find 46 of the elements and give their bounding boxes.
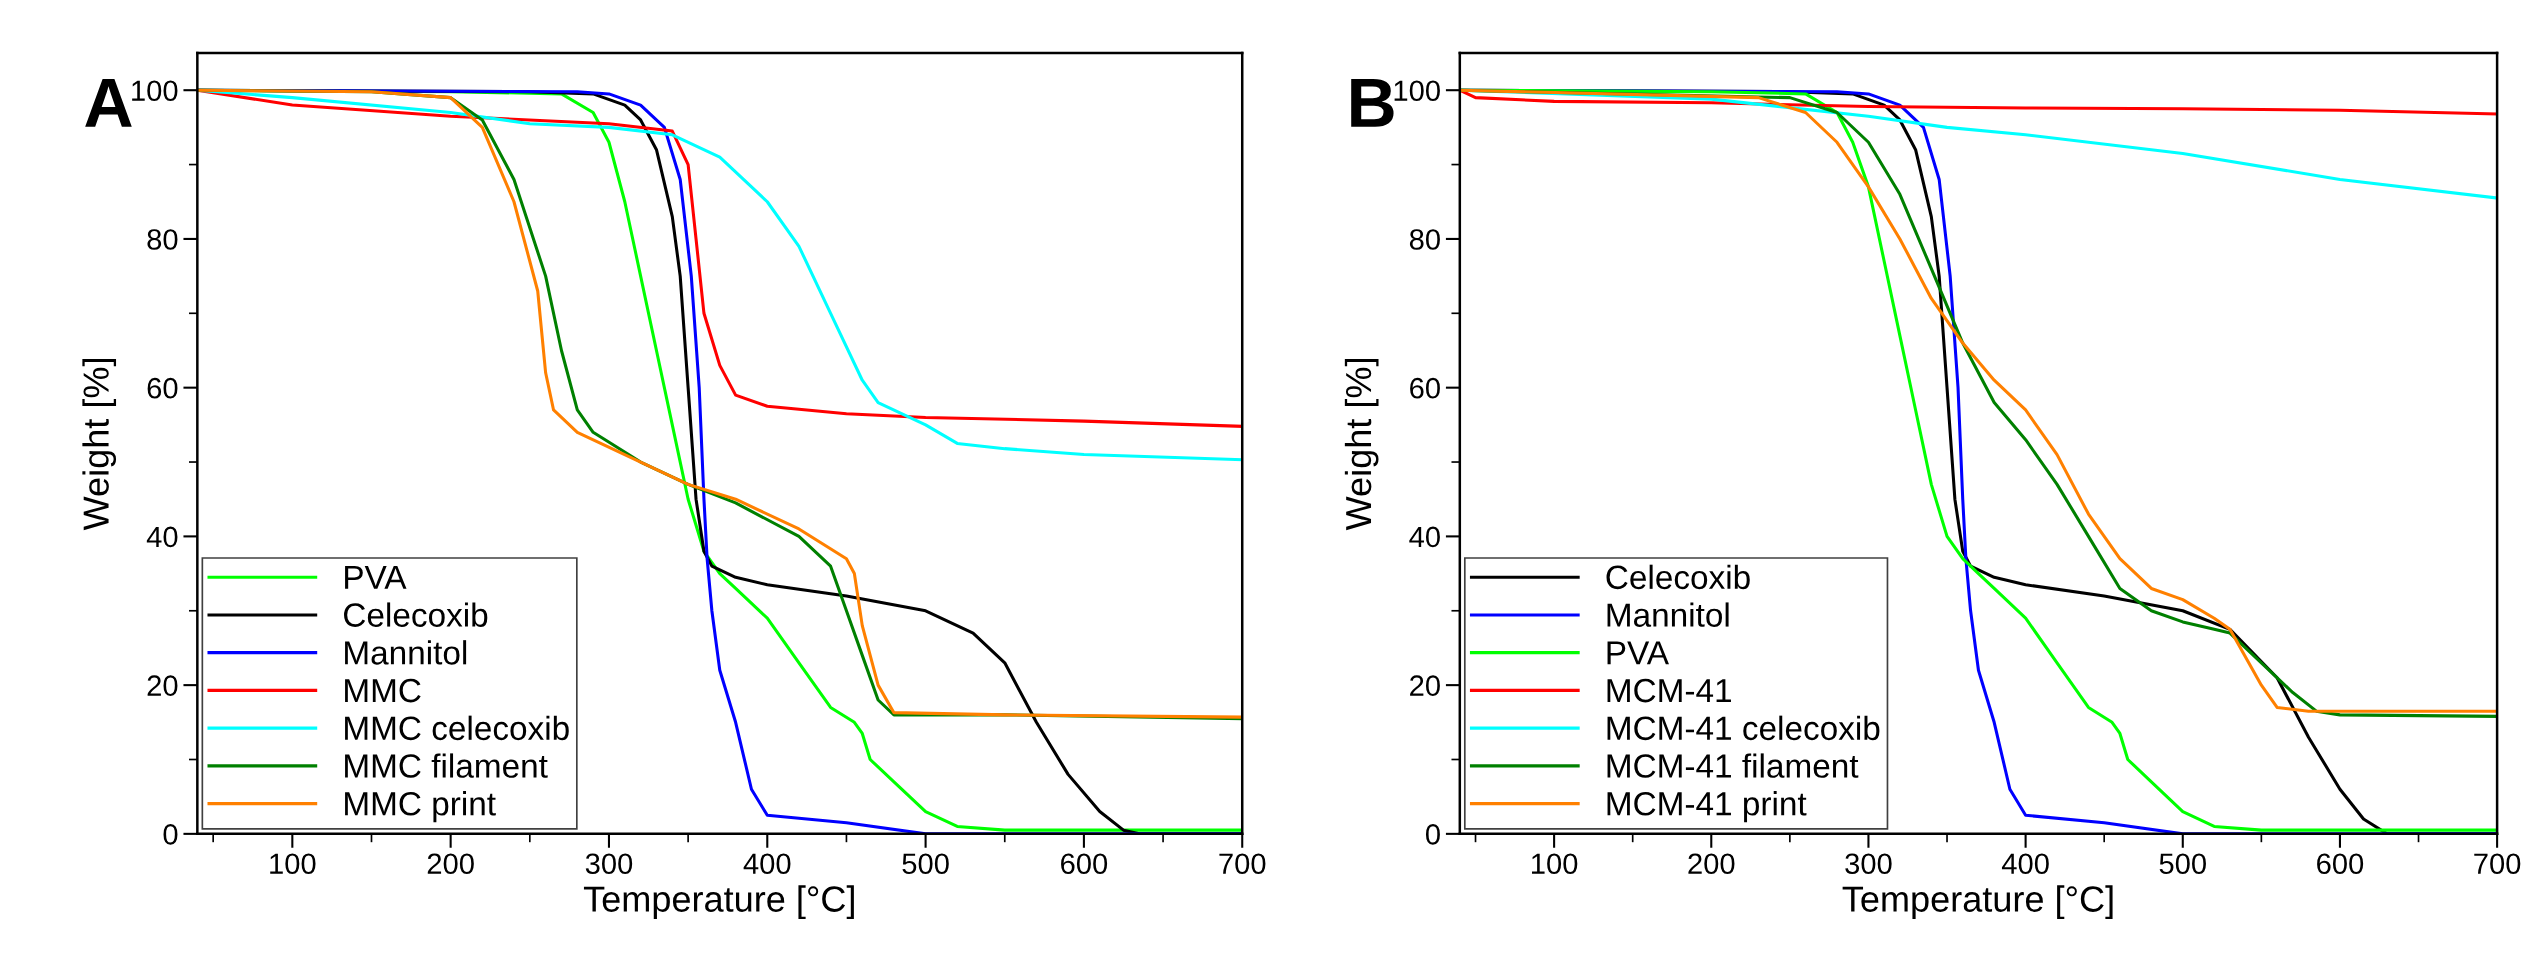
legend-label: MCM-41 print (1607, 791, 1807, 823)
legend-label: MMC (345, 678, 421, 703)
legend-label: PVA (345, 565, 407, 589)
y-tick-label: 40 (1409, 526, 1440, 548)
legend-label: MCM-41 celecoxib (1607, 715, 1880, 741)
x-tick-label: 300 (585, 853, 633, 875)
y-tick-label: 80 (147, 229, 178, 250)
y-tick-label: 0 (163, 824, 178, 845)
x-tick-label: 400 (2001, 853, 2049, 875)
legend-label: Mannitol (345, 640, 467, 665)
x-tick-label: 600 (1061, 853, 1108, 875)
x-tick-label: 600 (2317, 853, 2364, 875)
y-tick-label: 0 (1425, 824, 1440, 845)
y-tick-label: 60 (1410, 377, 1440, 399)
legend-label: Celecoxib (1606, 564, 1750, 590)
legend-label: MMC print (345, 791, 496, 823)
x-tick-label: 500 (2159, 853, 2206, 875)
x-tick-label: 200 (1688, 853, 1735, 875)
y-axis-title: Weight [%] (82, 359, 117, 531)
x-tick-label: 300 (1845, 853, 1892, 875)
legend-label: MCM-41 (1607, 678, 1731, 703)
text: B (1351, 79, 1394, 127)
x-axis-title: Temperature [°C] (1842, 885, 2113, 920)
x-tick-label: 700 (1219, 853, 1266, 875)
y-tick-label: 80 (1409, 229, 1440, 250)
legend-label: PVA (1607, 641, 1669, 665)
y-tick-label: 100 (1394, 80, 1440, 102)
y-tick-label: 40 (146, 526, 178, 548)
x-tick-label: 200 (427, 853, 474, 875)
x-tick-label: 100 (270, 853, 316, 875)
x-tick-label: 400 (743, 853, 791, 875)
legend-label: Celecoxib (344, 602, 488, 627)
x-tick-label: 500 (902, 853, 949, 875)
legend-label: Mannitol (1607, 602, 1729, 627)
legend-label: MCM-41 filament (1607, 753, 1859, 778)
y-tick-label: 20 (1410, 675, 1440, 696)
y-tick-label: 20 (147, 675, 178, 696)
legend-label: MMC filament (345, 753, 548, 778)
y-tick-label: 60 (147, 377, 178, 399)
text: A (85, 79, 132, 127)
x-axis-title: Temperature [°C] (583, 885, 854, 920)
legend-label: MMC celecoxib (345, 715, 569, 741)
x-tick-label: 700 (2474, 853, 2521, 875)
x-tick-label: 100 (1532, 853, 1578, 875)
y-tick-label: 100 (132, 80, 178, 102)
y-axis-title: Weight [%] (1344, 359, 1379, 531)
